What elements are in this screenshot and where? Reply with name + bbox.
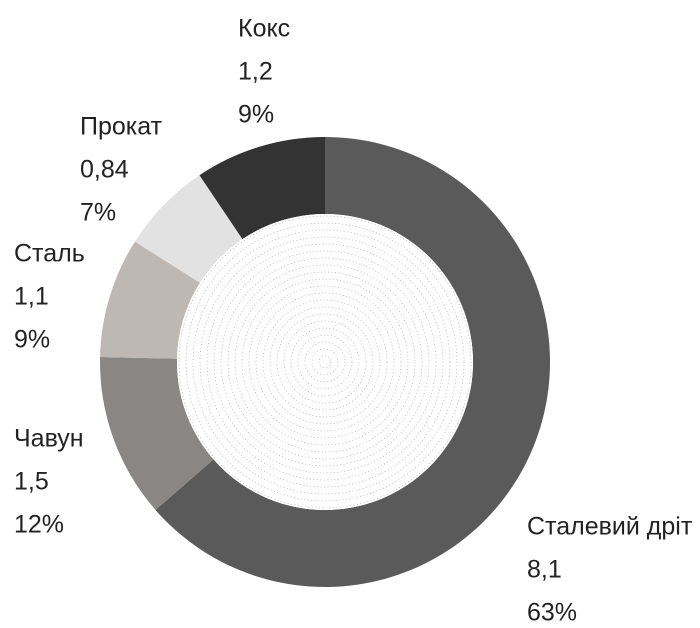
category-label: Кокс [238,15,290,43]
percentage-label: 7% [80,199,116,227]
value-label: 1,5 [14,468,49,496]
category-label: Сталь [14,240,85,268]
percentage-label: 12% [14,511,64,539]
value-label: 1,1 [14,283,49,311]
value-label: 8,1 [527,556,562,584]
inner-disc [177,214,473,510]
category-label: Сталевий дріт [527,513,693,541]
category-label: Чавун [14,425,84,453]
percentage-label: 63% [527,599,577,627]
percentage-label: 9% [14,326,50,354]
value-label: 1,2 [238,58,273,86]
value-label: 0,84 [80,156,129,184]
percentage-label: 9% [238,101,274,129]
category-label: Прокат [80,113,163,141]
chart: Сталевий дріт 8,1 63% Чавун 1,5 12% Сталь 1,1 9%… [0,0,700,628]
